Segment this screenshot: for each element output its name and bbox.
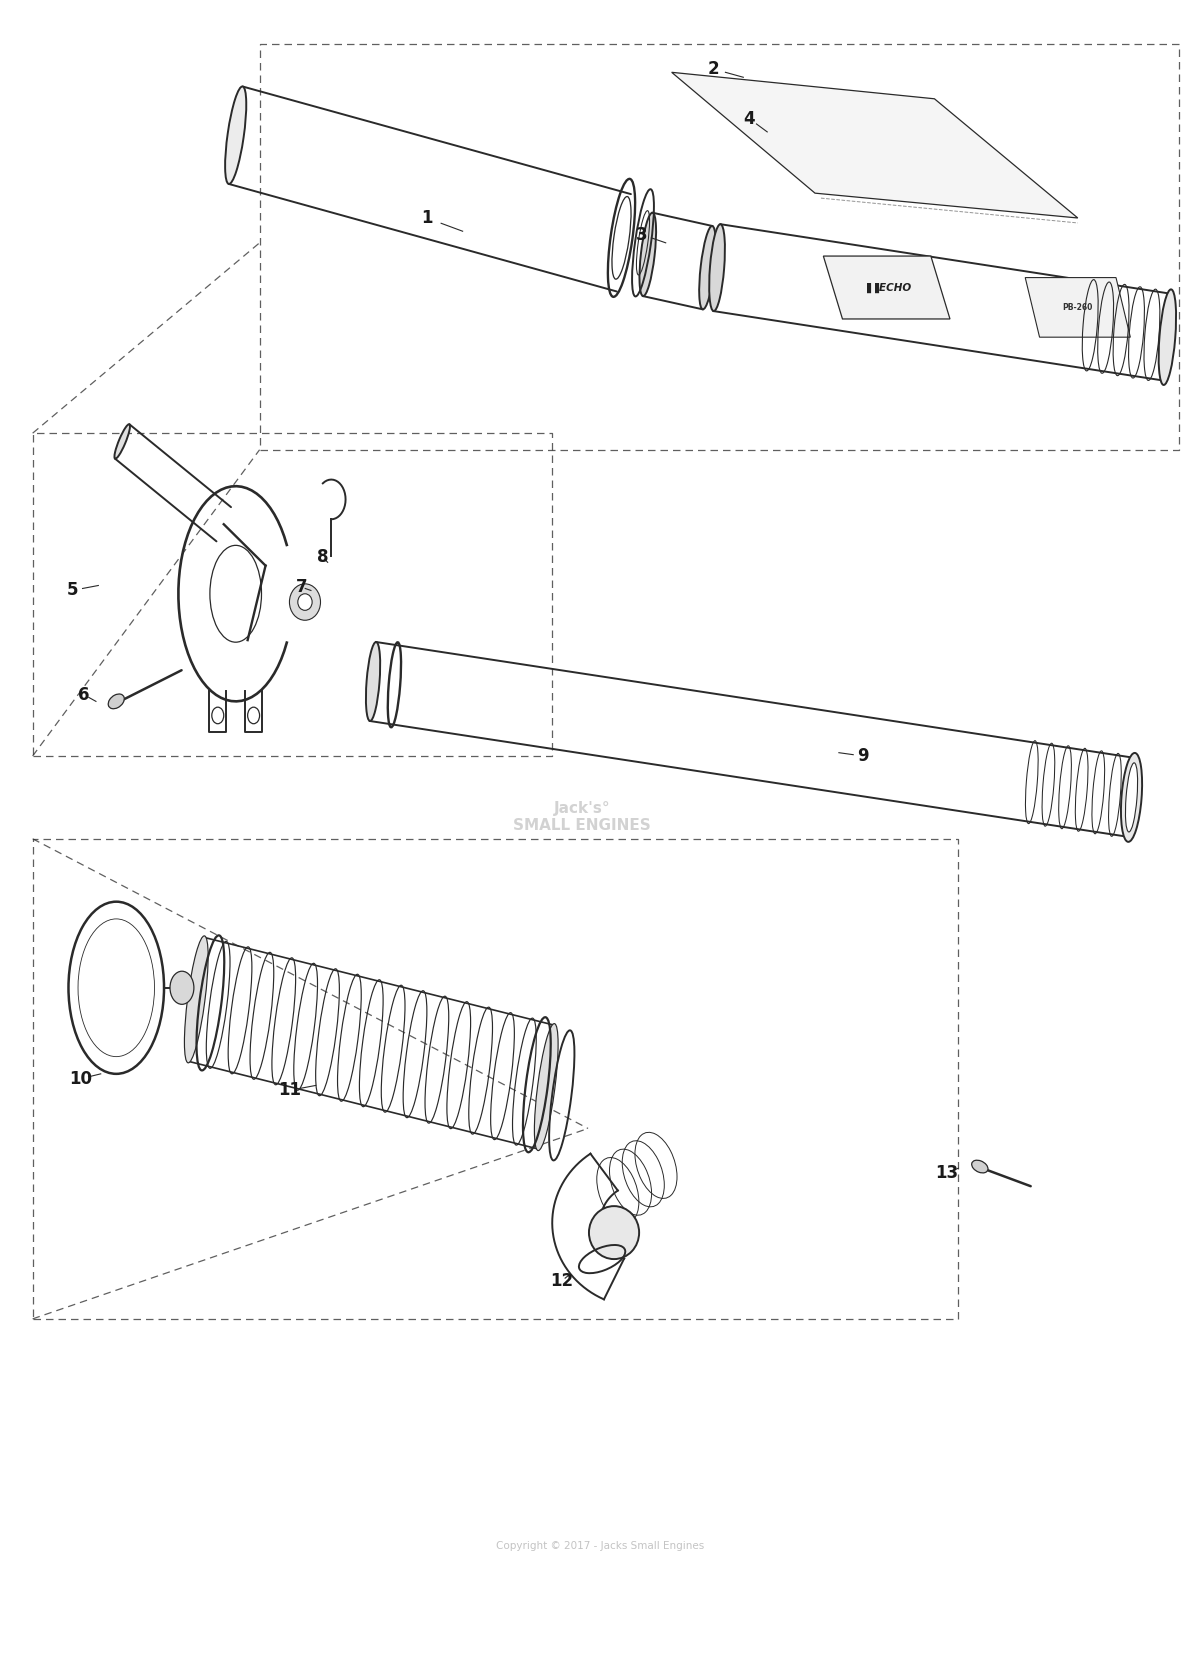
Ellipse shape	[298, 593, 312, 610]
Polygon shape	[1025, 277, 1130, 337]
Text: PB-260: PB-260	[1062, 302, 1093, 312]
Polygon shape	[823, 256, 950, 319]
Ellipse shape	[185, 935, 208, 1063]
Text: 2: 2	[708, 60, 719, 78]
Ellipse shape	[114, 424, 130, 458]
Circle shape	[170, 972, 194, 1005]
Ellipse shape	[366, 643, 380, 721]
Ellipse shape	[700, 226, 716, 309]
Ellipse shape	[640, 213, 656, 296]
Ellipse shape	[589, 1206, 640, 1259]
Text: 12: 12	[551, 1272, 574, 1291]
Text: 6: 6	[78, 686, 90, 704]
Text: Copyright © 2017 - Jacks Small Engines: Copyright © 2017 - Jacks Small Engines	[496, 1541, 704, 1551]
Text: Jack's°
SMALL ENGINES: Jack's° SMALL ENGINES	[514, 801, 650, 834]
Text: 1: 1	[421, 209, 432, 228]
Text: ▐▐ECHO: ▐▐ECHO	[863, 282, 911, 292]
Text: 10: 10	[68, 1070, 92, 1088]
Text: 8: 8	[317, 548, 329, 566]
Ellipse shape	[1121, 752, 1142, 842]
Text: 4: 4	[744, 110, 755, 128]
Text: 5: 5	[66, 581, 78, 600]
Text: 7: 7	[295, 578, 307, 596]
Text: 9: 9	[857, 747, 869, 766]
Ellipse shape	[108, 694, 125, 709]
Text: 13: 13	[935, 1164, 958, 1183]
Ellipse shape	[534, 1023, 558, 1151]
Ellipse shape	[972, 1159, 988, 1173]
Text: 11: 11	[278, 1081, 301, 1100]
Polygon shape	[672, 73, 1078, 218]
Ellipse shape	[709, 224, 725, 311]
Ellipse shape	[289, 583, 320, 620]
Ellipse shape	[1126, 762, 1138, 832]
Ellipse shape	[1159, 289, 1176, 385]
Ellipse shape	[226, 86, 246, 184]
Text: 3: 3	[636, 226, 648, 244]
